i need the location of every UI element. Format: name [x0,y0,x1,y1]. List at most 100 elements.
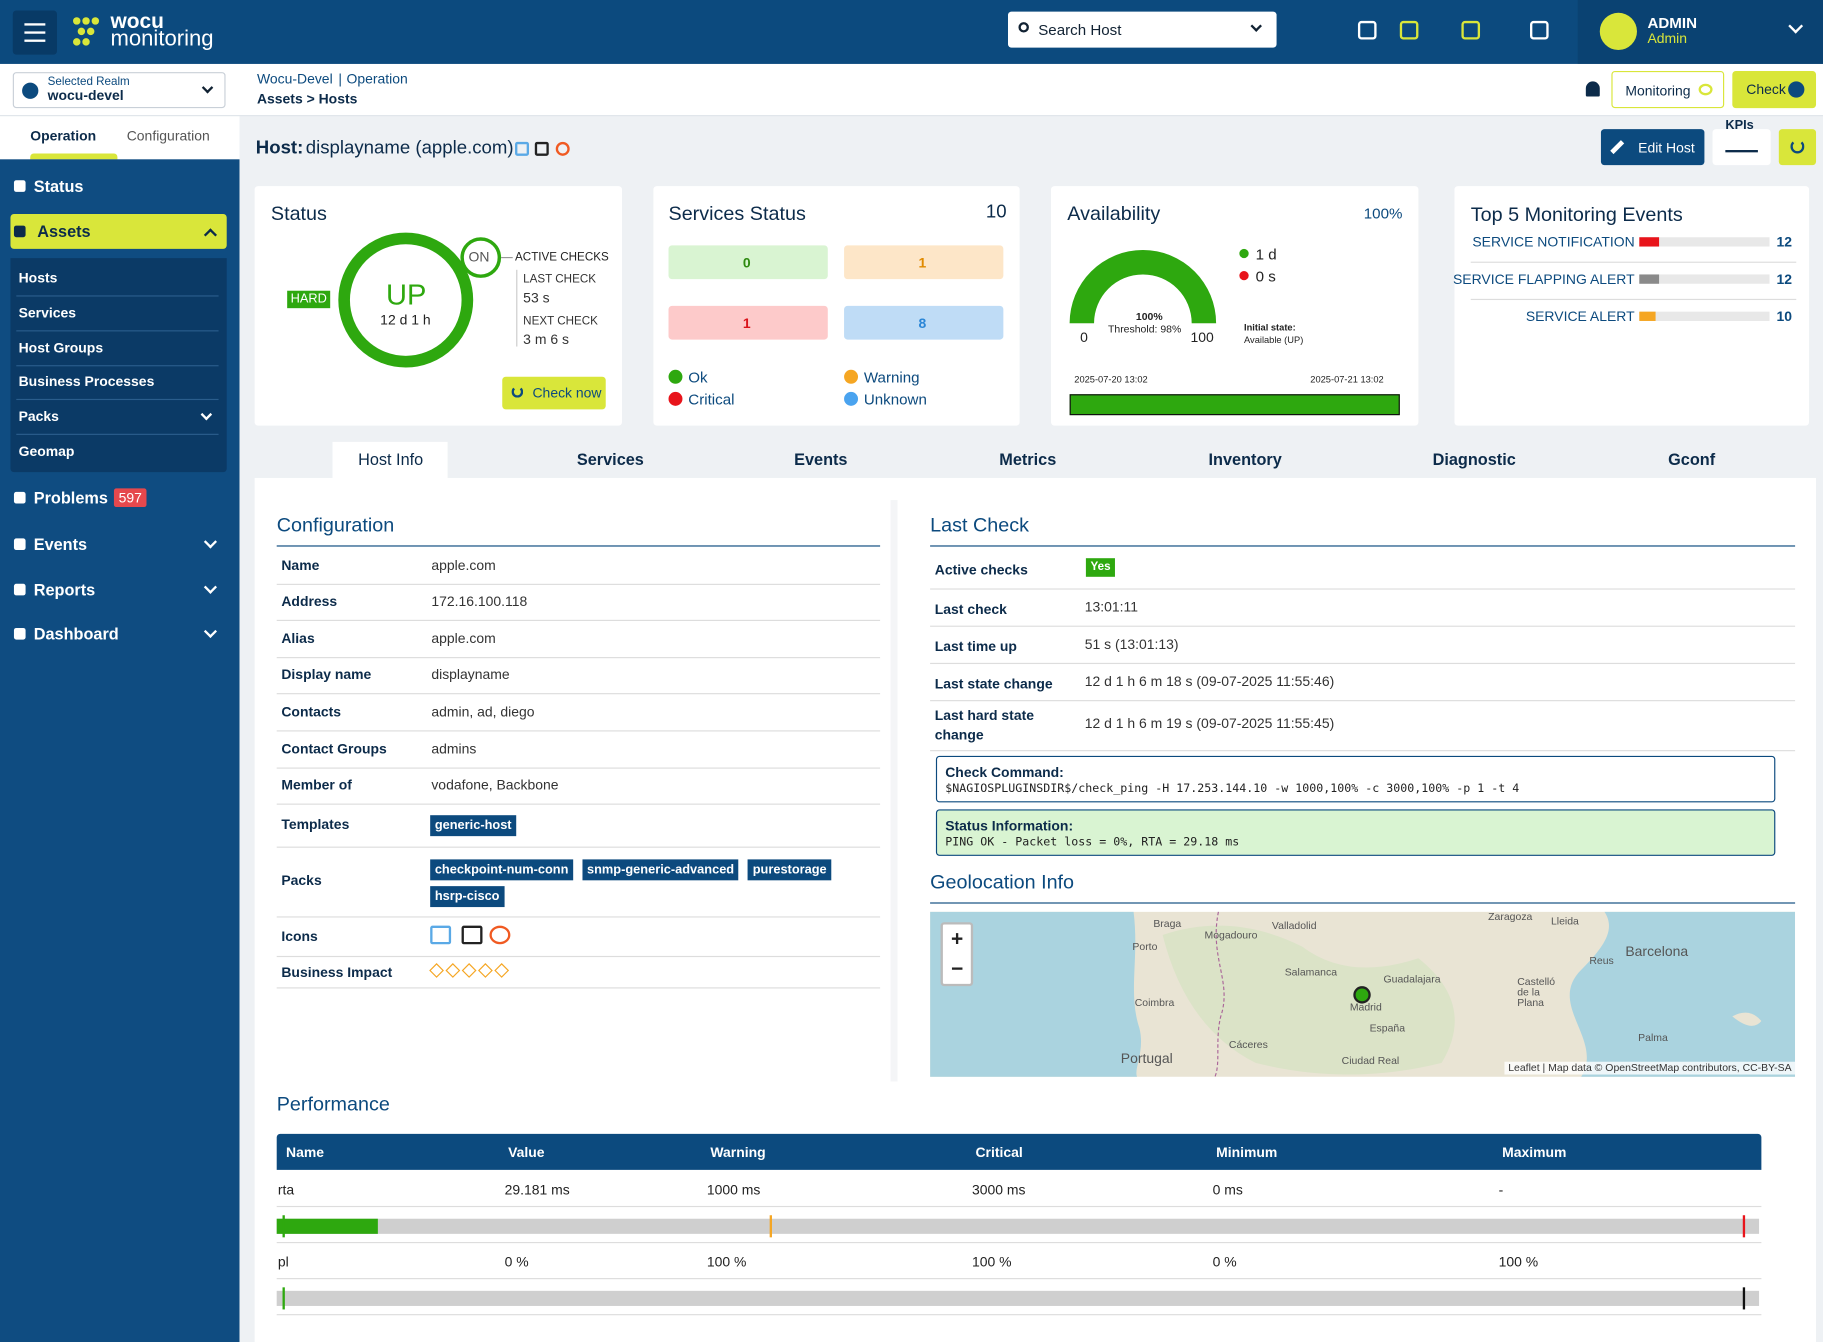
column-header: Warning [710,1144,766,1161]
field-value: 12 d 1 h 6 m 18 s (09-07-2025 11:55:46) [1084,673,1335,690]
section-rule [930,545,1796,547]
field-label: Contacts [281,703,342,720]
row-divider [276,730,881,732]
legend-label: Unknown [863,390,927,409]
host-name: displayname (apple.com) [305,138,514,159]
tab[interactable]: Gconf [1668,450,1716,469]
availability-percent: 100% [1363,204,1403,223]
row-divider [276,803,881,805]
search-box[interactable]: Search Host [1008,11,1277,48]
menu-item: Assets [37,222,91,241]
host-prefix: Host: [255,138,304,159]
legend-label: 0 s [1255,267,1276,285]
column-header: Maximum [1502,1144,1567,1161]
search-icon [1018,22,1029,33]
legend-dot [844,391,859,406]
metric-fill [276,1218,378,1234]
kpis-button[interactable] [1712,129,1771,166]
checks-connector [501,257,513,259]
checks-state: ON [468,248,490,266]
field-value: 172.16.100.118 [431,593,528,610]
logo-dot [82,17,90,25]
field-label: Packs [281,872,322,889]
tag: snmp-generic-advanced [582,859,739,881]
event-name: SERVICE FLAPPING ALERT [1452,270,1635,288]
realm-caret [201,82,214,94]
sidebar-tab-underline [30,153,118,160]
check-now-button[interactable]: Check now [502,376,606,410]
row-divider [276,955,881,958]
service-count-box: 0 [668,245,828,280]
sub-bar [0,63,1823,117]
map-label: Ciudad Real [1341,1054,1400,1067]
row-divider [930,662,1796,665]
service-count-box: 1 [844,245,1004,280]
event-divider [1470,261,1797,263]
table-cell: rta [277,1181,295,1198]
legend-label: 1 d [1255,245,1277,263]
gauge-threshold: Threshold: 98% [1107,323,1182,335]
realm-icon [22,82,39,99]
table-cell: 100 % [971,1253,1012,1270]
realm-select[interactable]: Selected Realm wocu-devel [12,72,226,109]
menu-item: Dashboard [33,624,119,644]
dropdown-caret [1250,20,1262,32]
event-track [1639,237,1770,247]
table-cell: pl [277,1253,289,1270]
check-icon [1788,81,1805,98]
tab[interactable]: Services [576,450,644,469]
zoom-out[interactable]: − [951,957,964,981]
section-rule [276,545,881,547]
map-border [1214,911,1225,1077]
metric-min-tick [282,1215,285,1238]
field-label: Last check [934,601,1007,618]
header-icon[interactable] [1399,20,1419,40]
metric-max-tick [1742,1287,1746,1310]
monitoring-button[interactable]: Monitoring [1611,70,1725,109]
menu-icon [13,491,26,504]
tab[interactable]: Inventory [1208,450,1282,469]
host-icon [555,141,570,156]
tab[interactable]: Events [794,450,848,469]
tab[interactable]: Host Info [358,450,424,469]
status-ring [338,232,474,368]
service-count-box: 1 [668,305,828,340]
time-start: 2025-07-20 13:02 [1074,374,1148,385]
logo-text: monitoring [110,26,214,52]
host-duration: 12 d 1 h [380,311,431,328]
bell-icon [1585,81,1600,97]
status-info-box: Status Information: PING OK - Packet loss… [935,809,1776,856]
initial-value: Available (UP) [1244,334,1304,346]
submenu-item: Services [18,304,77,321]
column-header: Value [508,1144,545,1161]
map-label: España [1369,1022,1406,1034]
menu-active-bg[interactable] [10,213,227,249]
field-label: Member of [281,776,352,794]
tab[interactable]: Metrics [999,450,1057,469]
logo-dot [77,27,86,36]
map-label: Mogadouro [1204,929,1258,941]
header-icon[interactable] [1357,20,1377,40]
map-green [1162,925,1455,1075]
table-cell: 3000 ms [971,1181,1026,1198]
check-button[interactable]: Check [1732,70,1817,109]
services-card [653,186,1020,426]
header-icon[interactable] [1461,20,1481,40]
table-cell: - [1498,1181,1504,1198]
event-track [1639,311,1770,321]
menu-icon [13,538,26,551]
info-value: 53 s [523,289,550,306]
search-placeholder: Search Host [1038,20,1122,39]
zoom-in[interactable]: + [951,926,964,951]
logo-dot [73,38,81,46]
section-title: Geolocation Info [930,871,1075,894]
field-value: apple.com [431,557,496,574]
edit-host-button[interactable]: Edit Host [1600,129,1705,166]
field-label: Active checks [934,561,1028,578]
header-icon[interactable] [1530,20,1549,40]
breadcrumb-path: Assets > Hosts [256,90,358,107]
row-divider [930,625,1796,627]
content-panel [254,477,1817,1342]
host-icon [515,141,529,156]
tab[interactable]: Diagnostic [1432,450,1516,469]
